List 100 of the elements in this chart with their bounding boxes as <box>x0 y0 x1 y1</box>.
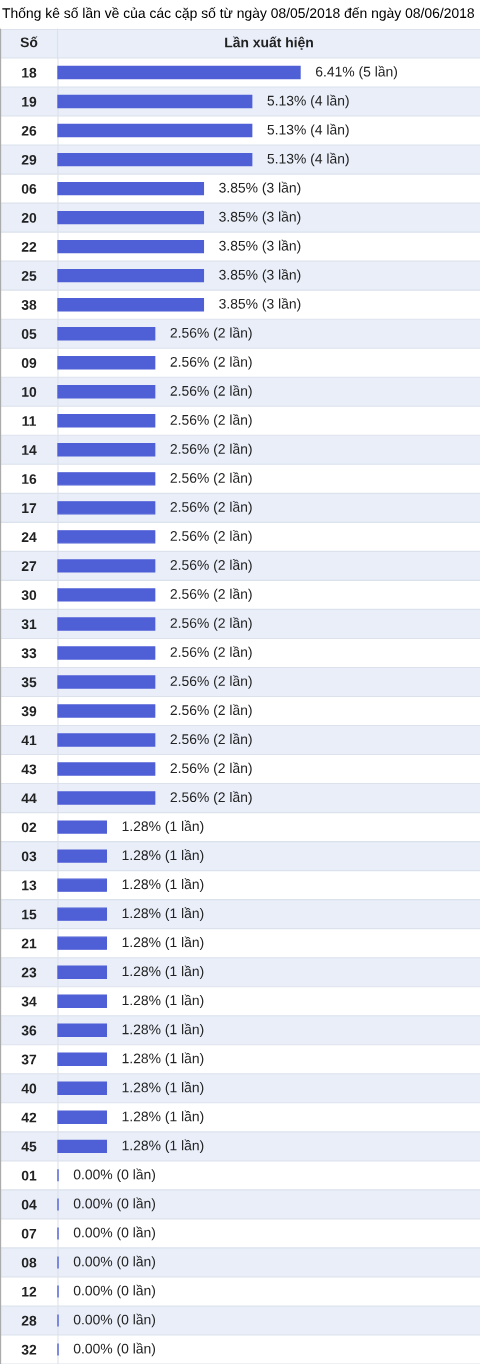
bar <box>57 1110 108 1125</box>
bar <box>57 588 156 602</box>
bar <box>57 617 156 631</box>
data-label: 2.56% (2 lần) <box>170 443 252 457</box>
bar <box>57 472 156 486</box>
y-tick-label: 45 <box>21 1141 37 1152</box>
y-tick-label: 25 <box>21 271 37 281</box>
data-label: 1.28% (1 lần) <box>122 849 204 863</box>
y-tick-label: 21 <box>21 938 37 949</box>
bar <box>57 1052 108 1066</box>
bar <box>57 181 205 196</box>
y-tick-label: 01 <box>21 1170 37 1181</box>
bar <box>57 327 156 341</box>
y-tick-label: 30 <box>21 590 37 601</box>
bar <box>57 443 156 457</box>
y-tick-label: 19 <box>22 96 37 107</box>
bar <box>57 704 156 718</box>
data-label: 2.56% (2 lần) <box>170 472 252 486</box>
bar <box>57 646 156 660</box>
y-tick-label: 27 <box>21 561 37 571</box>
bar <box>57 878 108 892</box>
data-label: 2.56% (2 lần) <box>170 675 252 689</box>
y-tick-label: 28 <box>21 1315 37 1326</box>
bar <box>57 530 156 544</box>
bar <box>57 210 205 225</box>
data-label: 1.28% (1 lần) <box>122 994 204 1008</box>
data-label: 0.00% (0 lần) <box>73 1313 156 1328</box>
y-tick-label: 06 <box>21 183 37 194</box>
bar <box>57 65 301 80</box>
data-label: 1.28% (1 lần) <box>122 1110 204 1125</box>
y-tick-label: 34 <box>21 996 37 1007</box>
data-label: 1.28% (1 lần) <box>122 1023 204 1038</box>
y-tick-label: 23 <box>21 967 37 978</box>
bar <box>57 733 156 747</box>
y-tick-label: 22 <box>21 241 37 252</box>
y-tick-label: 35 <box>21 677 37 688</box>
y-tick-label: 02 <box>21 822 37 833</box>
y-tick-label: 37 <box>21 1054 37 1065</box>
data-label: 0.00% (0 lần) <box>73 1197 156 1212</box>
y-tick-label: 11 <box>22 416 36 426</box>
bar <box>57 1139 108 1154</box>
bar <box>57 239 205 254</box>
y-tick-label: 16 <box>22 474 37 484</box>
y-tick-label: 43 <box>21 764 37 775</box>
bar <box>57 297 205 312</box>
data-label: 0.00% (0 lần) <box>73 1284 156 1299</box>
y-tick-label: 14 <box>22 445 37 455</box>
data-label: 2.56% (2 lần) <box>170 791 252 805</box>
data-label: 2.56% (2 lần) <box>170 588 252 602</box>
data-label: 0.00% (0 lần) <box>73 1226 156 1241</box>
x-axis-title: Lần xuất hiện <box>225 36 313 50</box>
y-tick-label: 38 <box>21 300 37 310</box>
y-tick-label: 03 <box>21 851 37 862</box>
data-label: 2.56% (2 lần) <box>170 559 252 573</box>
data-label: 2.56% (2 lần) <box>170 733 252 747</box>
data-label: 5.13% (4 lần) <box>267 123 349 138</box>
data-label: 2.56% (2 lần) <box>170 355 252 370</box>
data-label: 2.56% (2 lần) <box>170 704 252 718</box>
y-tick-label: 20 <box>21 212 37 223</box>
bar <box>57 501 156 515</box>
data-label: 3.85% (3 lần) <box>219 239 301 254</box>
bar <box>57 675 156 689</box>
data-label: 1.28% (1 lần) <box>122 1052 204 1067</box>
data-label: 5.13% (4 lần) <box>267 152 349 167</box>
y-tick-label: 24 <box>21 532 37 542</box>
data-label: 0.00% (0 lần) <box>73 1342 156 1357</box>
y-tick-label: 17 <box>22 503 37 513</box>
bar <box>57 559 156 573</box>
data-label: 2.56% (2 lần) <box>170 384 252 399</box>
bar <box>57 762 156 776</box>
y-tick-label: 12 <box>22 1286 37 1297</box>
y-tick-label: 05 <box>21 329 37 339</box>
y-tick-label: 26 <box>21 125 37 136</box>
data-label: 1.28% (1 lần) <box>122 1081 204 1096</box>
bar <box>57 791 156 805</box>
y-tick-label: 31 <box>21 619 37 630</box>
bar <box>57 907 108 921</box>
bar <box>57 268 205 283</box>
y-tick-label: 04 <box>21 1199 37 1210</box>
y-tick-label: 13 <box>22 880 37 891</box>
bar <box>57 1023 108 1037</box>
y-tick-label: 18 <box>22 67 37 78</box>
data-label: 3.85% (3 lần) <box>219 181 301 196</box>
data-label: 2.56% (2 lần) <box>170 617 252 631</box>
data-label: 2.56% (2 lần) <box>170 530 252 544</box>
y-tick-label: 10 <box>22 387 37 397</box>
bar <box>57 123 253 138</box>
data-label: 2.56% (2 lần) <box>170 646 252 660</box>
data-label: 3.85% (3 lần) <box>219 210 301 225</box>
bar <box>57 94 253 109</box>
y-tick-label: 36 <box>21 1025 37 1036</box>
data-label: 1.28% (1 lần) <box>122 820 204 834</box>
data-label: 3.85% (3 lần) <box>219 297 301 312</box>
y-tick-label: 44 <box>21 793 37 804</box>
data-label: 1.28% (1 lần) <box>122 936 204 950</box>
bar <box>57 965 108 979</box>
y-tick-label: 07 <box>21 1228 37 1239</box>
y-tick-label: 09 <box>21 358 37 368</box>
y-tick-label: 15 <box>22 909 37 920</box>
data-label: 2.56% (2 lần) <box>170 414 252 428</box>
